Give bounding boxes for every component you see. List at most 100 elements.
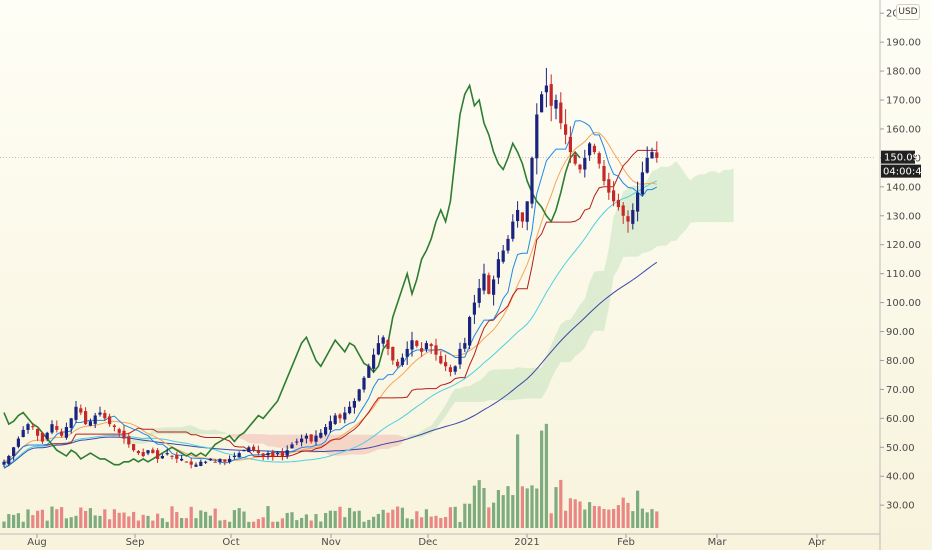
candle-body <box>559 102 563 124</box>
candle-body <box>640 172 644 195</box>
volume-bar <box>631 511 635 528</box>
volume-bar <box>338 506 342 528</box>
volume-bar <box>237 508 241 528</box>
volume-bar <box>328 510 332 528</box>
cloud-segment <box>215 429 220 435</box>
volume-bar <box>607 509 611 528</box>
volume-bar <box>333 510 337 528</box>
volume-bar <box>564 510 568 528</box>
candle-body <box>271 452 275 456</box>
cloud-segment <box>196 427 201 435</box>
cloud-segment <box>157 427 163 435</box>
price-tick-label: 30.00 <box>886 501 915 512</box>
volume-bar <box>362 521 366 528</box>
cloud-segment <box>512 367 518 401</box>
candle-body <box>338 414 342 419</box>
price-tick-label: 170.00 <box>886 96 921 107</box>
price-tick-label: 110.00 <box>886 269 921 280</box>
volume-bar <box>194 518 198 528</box>
volume-bar <box>256 519 260 528</box>
candle-body <box>208 458 212 461</box>
cloud-segment <box>709 171 715 223</box>
candle-body <box>60 431 64 436</box>
cloud-segment <box>421 427 427 438</box>
volume-bar <box>252 521 256 528</box>
candle-body <box>487 275 491 294</box>
volume-bar <box>626 502 630 528</box>
cloud-segment <box>560 320 566 363</box>
cloud-segment <box>455 388 460 402</box>
candle-body <box>525 201 529 222</box>
candle-body <box>477 288 481 303</box>
cloud-segment <box>229 434 235 439</box>
volume-bar <box>391 509 395 528</box>
candle-body <box>352 400 356 408</box>
cloud-segment <box>450 388 456 409</box>
price-tick-label: 200 <box>886 9 905 20</box>
cloud-segment <box>253 434 259 444</box>
cloud-segment <box>666 165 672 246</box>
volume-bar <box>544 423 548 528</box>
volume-bar <box>420 517 424 528</box>
cloud-segment <box>258 434 264 444</box>
volume-bar <box>247 521 251 528</box>
candle-body <box>501 250 505 262</box>
candle-body <box>453 366 457 372</box>
candle-body <box>256 449 260 454</box>
candle-body <box>199 461 203 466</box>
volume-bar <box>309 520 313 528</box>
candle-body <box>511 221 515 239</box>
candle-body <box>309 434 313 442</box>
candle-body <box>213 461 217 463</box>
price-tag-box <box>881 150 915 164</box>
candle-body <box>357 389 361 401</box>
currency-button[interactable]: USD <box>896 4 920 20</box>
candle-body <box>367 366 371 378</box>
candle-body <box>156 450 160 459</box>
cloud-segment <box>700 174 705 223</box>
volume-bars <box>2 423 659 528</box>
volume-bar <box>199 510 203 528</box>
cloud-segment <box>685 174 691 231</box>
volume-bar <box>492 502 496 528</box>
candle-body <box>400 357 404 365</box>
cloud-segment <box>517 367 523 400</box>
candle-body <box>631 209 635 224</box>
candle-body <box>434 345 438 355</box>
candle-body <box>276 453 280 455</box>
candle-body <box>146 450 150 454</box>
candle-body <box>530 157 534 204</box>
volume-bar <box>324 512 328 528</box>
cloud-segment <box>224 432 230 435</box>
candle-body <box>463 343 467 349</box>
volume-bar <box>592 505 596 528</box>
candle-body <box>314 435 318 442</box>
cloud-segment <box>200 429 206 435</box>
candle-body <box>376 343 380 355</box>
cloud-segment <box>580 298 585 353</box>
cloud-segment <box>594 271 600 331</box>
cloud-segment <box>378 434 384 450</box>
candle-body <box>381 337 385 344</box>
volume-bar <box>343 517 347 528</box>
candle-body <box>93 415 97 424</box>
volume-bar <box>31 515 35 528</box>
volume-bar <box>453 506 457 528</box>
time-axis[interactable]: Aug Sep Oct Nov Dec 2021 Feb Mar Apr <box>0 533 880 548</box>
cloud-segment <box>493 369 499 401</box>
time-tick-label: Nov <box>321 537 341 548</box>
volume-bar <box>108 519 112 528</box>
volume-bar <box>621 497 625 528</box>
candle-body <box>117 429 121 433</box>
candle-body <box>343 412 347 420</box>
volume-bar <box>578 501 582 528</box>
candle-body <box>362 377 366 390</box>
price-tags: 150.09 04:00:47 <box>881 150 928 178</box>
volume-bar <box>458 521 462 528</box>
cloud-segment <box>392 434 398 447</box>
candle-body <box>160 455 164 459</box>
volume-bar <box>415 511 419 528</box>
